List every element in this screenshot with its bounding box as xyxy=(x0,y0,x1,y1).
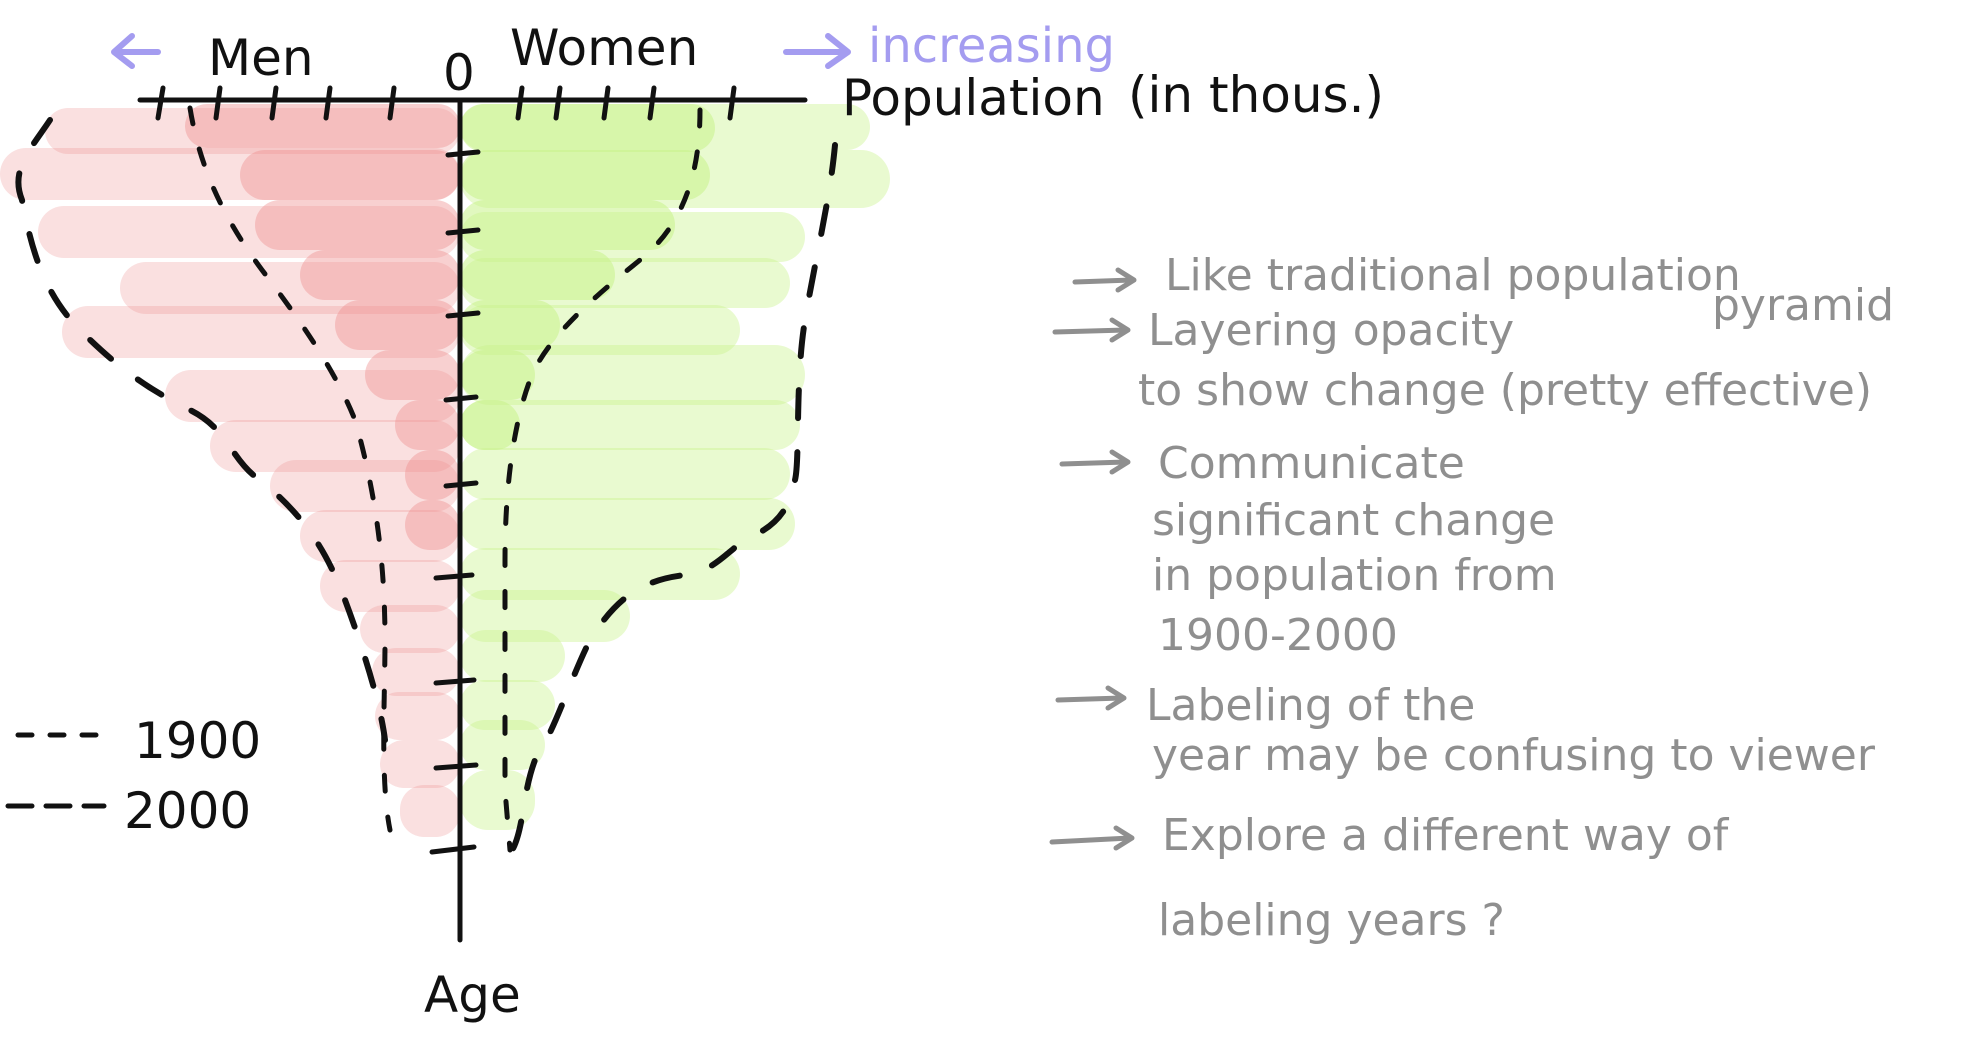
x-tick xyxy=(647,85,657,121)
legend-2000-label: 2000 xyxy=(124,782,251,840)
women-label: Women xyxy=(510,19,698,77)
y-tick xyxy=(433,762,479,771)
note-line: labeling years ? xyxy=(1158,895,1505,946)
note-line: Communicate xyxy=(1158,438,1465,489)
y-tick xyxy=(443,480,479,489)
x-tick xyxy=(515,85,525,121)
men-label: Men xyxy=(208,29,314,87)
outline-1900-women xyxy=(502,107,703,853)
note-line: significant change xyxy=(1152,495,1555,546)
zero-label: 0 xyxy=(443,44,475,102)
note-line: year may be confusing to viewer xyxy=(1152,730,1876,781)
note-arrow-icon xyxy=(1055,685,1127,711)
x-tick xyxy=(155,85,166,121)
note-line: to show change (pretty effective) xyxy=(1138,365,1872,416)
y-tick xyxy=(445,227,481,236)
left-arrow-icon xyxy=(111,33,161,69)
women-bars-recent xyxy=(460,104,715,450)
notes: Like traditional population pyramid Laye… xyxy=(1049,250,1894,946)
outline-2000-men xyxy=(15,117,388,743)
note-arrow-icon xyxy=(1052,317,1131,343)
y-tick xyxy=(445,310,481,319)
note-line: 1900-2000 xyxy=(1158,610,1398,661)
note-line: Layering opacity xyxy=(1148,305,1514,356)
note-arrow-icon xyxy=(1049,825,1135,851)
note-line: pyramid xyxy=(1712,280,1894,331)
note-line: Labeling of the xyxy=(1146,680,1475,731)
direction-label: increasing xyxy=(868,18,1115,74)
x-axis-unit: (in thous.) xyxy=(1128,66,1384,124)
men-bars-recent xyxy=(185,104,460,550)
note-line: Like traditional population xyxy=(1165,250,1741,301)
x-tick xyxy=(269,85,279,121)
note-arrow-icon xyxy=(1072,267,1137,293)
outline-2000-women xyxy=(502,142,838,863)
y-tick xyxy=(429,844,477,855)
note-arrow-icon xyxy=(1059,449,1131,475)
x-axis xyxy=(137,85,808,121)
x-axis-label: Population xyxy=(842,69,1105,127)
y-tick xyxy=(443,394,479,403)
y-tick xyxy=(445,149,481,158)
legend: 1900 2000 xyxy=(5,712,261,840)
x-tick xyxy=(213,85,223,121)
x-tick xyxy=(601,85,611,121)
legend-1900-label: 1900 xyxy=(134,712,261,770)
outline-1900-men xyxy=(187,105,393,833)
x-tick xyxy=(387,85,397,121)
y-tick xyxy=(433,677,477,686)
note-line: Explore a different way of xyxy=(1162,810,1730,861)
y-axis xyxy=(429,97,481,943)
x-tick xyxy=(727,85,737,121)
note-line: in population from xyxy=(1152,550,1557,601)
right-arrow-icon xyxy=(783,33,851,69)
x-tick xyxy=(553,85,563,121)
y-axis-label: Age xyxy=(424,966,521,1024)
y-tick xyxy=(433,572,475,581)
x-tick xyxy=(323,85,333,121)
